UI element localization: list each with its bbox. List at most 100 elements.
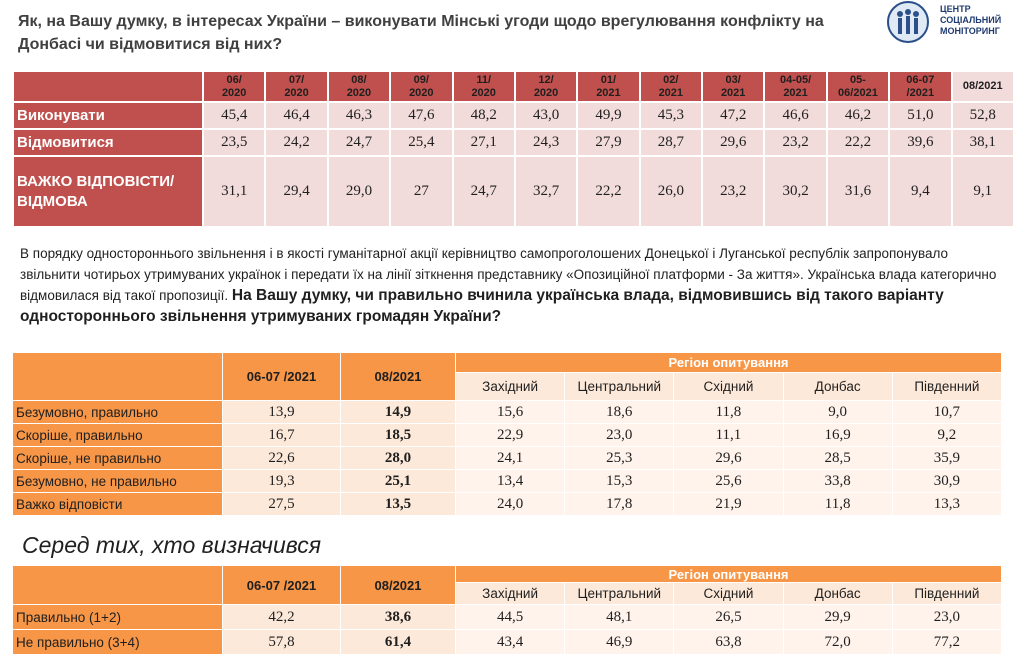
cell: 46,4	[264, 101, 329, 130]
paragraph: В порядку одностороннього звільнення і в…	[20, 243, 1010, 327]
cell: 61,4	[340, 629, 456, 655]
cell: 26,5	[673, 604, 784, 630]
cell: 18,6	[564, 400, 675, 424]
cell: 9,2	[891, 423, 1003, 447]
column-header: 07/ 2020	[264, 70, 329, 103]
cell: 32,7	[513, 155, 579, 228]
cell: 26,0	[638, 155, 704, 228]
cell: 15,6	[454, 400, 566, 424]
region-name: Донбас	[782, 582, 893, 605]
cell: 9,4	[888, 155, 953, 228]
column-header: 02/ 2021	[638, 70, 704, 103]
cell: 29,6	[673, 446, 784, 470]
region-name: Південний	[891, 582, 1003, 605]
region-name: Центральний	[564, 372, 675, 401]
cell: 24,1	[454, 446, 566, 470]
cell: 48,2	[451, 101, 516, 130]
table-regions: 06-07 /2021 08/2021 Регіон опитування Захід…	[12, 352, 1003, 516]
cell: 30,9	[891, 469, 1003, 493]
paragraph-text: В порядку одностороннього звільнення і в…	[20, 246, 997, 303]
cell: 18,5	[340, 423, 456, 447]
cell: 29,6	[700, 128, 766, 157]
row: Безумовно, правильно 13,9 14,9 15,6 18,6 11,8…	[12, 400, 1003, 424]
column-header: 08/2021	[340, 565, 456, 605]
row: Важко відповісти 27,5 13,5 24,0 17,8 21,9 11,8…	[12, 492, 1003, 516]
cell: 17,8	[564, 492, 675, 516]
cell: 27,1	[451, 128, 516, 157]
cell: 77,2	[891, 629, 1003, 655]
region-name: Південний	[891, 372, 1003, 401]
cell: 38,1	[950, 128, 1015, 157]
cell: 31,6	[825, 155, 891, 228]
cell: 11,8	[782, 492, 893, 516]
cell: 72,0	[782, 629, 893, 655]
cell: 48,1	[564, 604, 675, 630]
row-label: ВАЖКО ВІДПОВІСТИ/ВІДМОВА	[12, 155, 204, 228]
region-name: Донбас	[782, 372, 893, 401]
column-header: 12/ 2020	[513, 70, 579, 103]
column-header: 11/ 2020	[451, 70, 516, 103]
column-header: 03/ 2021	[700, 70, 766, 103]
row: Скоріше, не правильно 22,6 28,0 24,1 25,3 29,…	[12, 446, 1003, 470]
cell: 24,2	[264, 128, 329, 157]
cell: 15,3	[564, 469, 675, 493]
column-header: 08/2021	[340, 352, 456, 401]
row: ВАЖКО ВІДПОВІСТИ/ВІДМОВА 31,1 29,4 29,0 27 24…	[12, 155, 1015, 228]
question: На Вашу думку, чи правильно вчинила укра…	[20, 287, 944, 325]
cell: 22,9	[454, 423, 566, 447]
cell: 19,3	[222, 469, 341, 493]
cell: 29,9	[782, 604, 893, 630]
cell: 46,3	[326, 101, 392, 130]
header-cell	[12, 70, 204, 103]
cell: 28,7	[638, 128, 704, 157]
cell: 25,6	[673, 469, 784, 493]
cell: 11,8	[673, 400, 784, 424]
cell: 49,9	[576, 101, 641, 130]
cell: 43,0	[513, 101, 579, 130]
cell: 28,5	[782, 446, 893, 470]
logo: ЦЕНТР СОЦІАЛЬНИЙ МОНІТОРИНГ	[878, 0, 1028, 44]
column-header: 05- 06/2021	[825, 70, 891, 103]
column-header: 06-07 /2021	[222, 352, 341, 401]
header-cell	[12, 565, 223, 605]
cell: 21,9	[673, 492, 784, 516]
cell: 43,4	[454, 629, 566, 655]
logo-line: СОЦІАЛЬНИЙ	[940, 15, 1002, 25]
cell: 39,6	[888, 128, 953, 157]
row-label: Безумовно, правильно	[12, 400, 223, 424]
cell: 22,2	[576, 155, 641, 228]
cell: 25,4	[389, 128, 454, 157]
column-header: 09/ 2020	[389, 70, 454, 103]
cell: 13,5	[340, 492, 456, 516]
cell: 27,5	[222, 492, 341, 516]
table-trend: 06/ 2020 07/ 2020 08/ 2020 09/ 2020 11/ 2020…	[12, 70, 1015, 228]
row-label: Правильно (1+2)	[12, 604, 223, 630]
cell: 24,0	[454, 492, 566, 516]
row: Виконувати 45,4 46,4 46,3 47,6 48,2 43,0 49,9 45…	[12, 101, 1015, 130]
cell: 45,4	[201, 101, 267, 130]
header-cell	[12, 352, 223, 401]
column-header: 06/ 2020	[201, 70, 267, 103]
cell: 29,0	[326, 155, 392, 228]
region-name: Східний	[673, 582, 784, 605]
cell: 63,8	[673, 629, 784, 655]
cell: 47,2	[700, 101, 766, 130]
column-header: 08/2021	[950, 70, 1015, 103]
title: Як, на Вашу думку, в інтересах України –…	[18, 13, 824, 53]
cell: 33,8	[782, 469, 893, 493]
cell: 28,0	[340, 446, 456, 470]
row: Скоріше, правильно 16,7 18,5 22,9 23,0 11,1 16…	[12, 423, 1003, 447]
cell: 24,7	[326, 128, 392, 157]
region-name: Східний	[673, 372, 784, 401]
row: Правильно (1+2) 42,2 38,6 44,5 48,1 26,5 29,9 2…	[12, 604, 1003, 630]
header-row: 06-07 /2021 08/2021 Регіон опитування	[12, 565, 1002, 605]
region-name: Західний	[454, 582, 566, 605]
row-label: Скоріше, правильно	[12, 423, 223, 447]
cell: 22,2	[825, 128, 891, 157]
cell: 23,5	[201, 128, 267, 157]
cell: 51,0	[888, 101, 953, 130]
cell: 30,2	[763, 155, 828, 228]
cell: 13,4	[454, 469, 566, 493]
subheading: Серед тих, хто визначився	[22, 532, 322, 558]
